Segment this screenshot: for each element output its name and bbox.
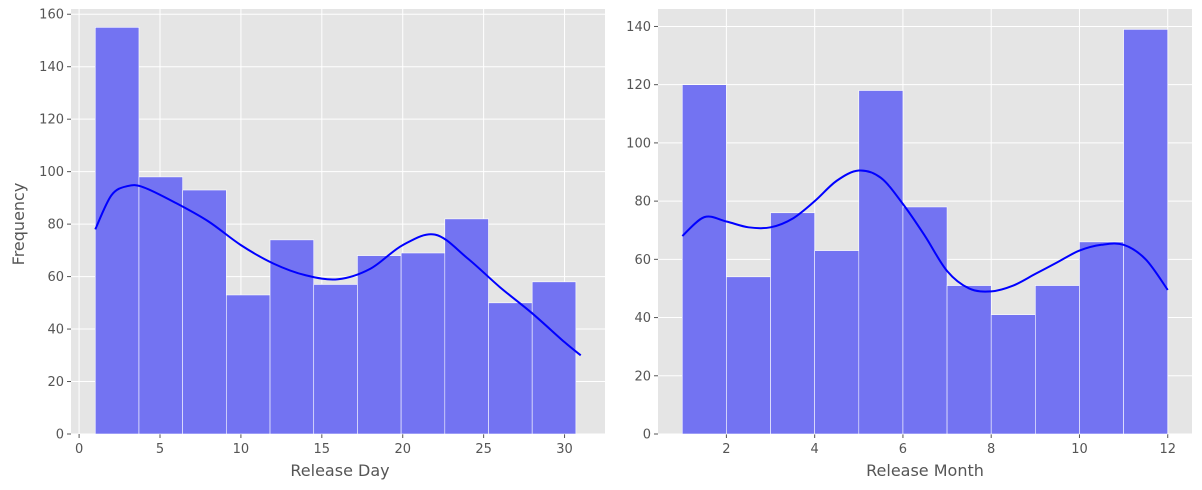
release-day-histogram-bar xyxy=(488,302,533,435)
release-month-plot-layer: 0 20 40 60 80 100 120 140 2 4 6 8 10 12 xyxy=(626,9,1192,457)
release-month-y-tick-label: 140 xyxy=(626,20,651,35)
release-day-plot-layer: 0 20 40 60 80 100 120 140 160 0 5 10 15 20 25 30 xyxy=(39,8,605,457)
release-day-x-tick-label: 10 xyxy=(233,442,250,457)
release-day-y-tick-label: 100 xyxy=(39,165,64,180)
release-day-histogram-bar xyxy=(269,239,315,435)
release-day-histogram-bar xyxy=(94,27,140,435)
release-month-y-tick-label: 120 xyxy=(626,78,651,93)
release-day-histogram-bar xyxy=(313,284,358,435)
frequency-y-axis-label: Frequency xyxy=(9,183,28,266)
release-day-x-axis-label: Release Day xyxy=(290,461,389,480)
release-month-histogram-bar xyxy=(946,285,992,435)
release-month-y-tick-label: 60 xyxy=(634,253,651,268)
release-day-y-tick-label: 120 xyxy=(39,113,64,128)
release-month-histogram-bar xyxy=(1035,285,1080,435)
release-month-histogram-bar xyxy=(1079,241,1124,435)
release-day-kde-line xyxy=(94,184,582,357)
release-day-y-tick-label: 20 xyxy=(47,375,64,390)
release-day-y-tick-label: 140 xyxy=(39,60,64,75)
release-month-x-tick-label: 4 xyxy=(811,442,819,457)
release-month-histogram: 0 20 40 60 80 100 120 140 2 4 6 8 10 12 Release Month xyxy=(626,9,1192,480)
release-month-y-tick-label: 80 xyxy=(634,195,651,210)
release-month-histogram-bar xyxy=(990,314,1036,435)
release-day-y-tick-label: 60 xyxy=(47,270,64,285)
release-month-kde-line xyxy=(681,169,1169,293)
release-day-x-tick-label: 5 xyxy=(156,442,164,457)
release-day-histogram-bar xyxy=(531,281,577,435)
release-day-histogram-bar xyxy=(182,189,227,435)
release-day-y-tick-label: 80 xyxy=(47,218,64,233)
release-month-x-tick-label: 2 xyxy=(722,442,730,457)
release-month-histogram-bar xyxy=(681,84,727,435)
release-day-histogram-bar xyxy=(357,255,402,435)
release-day-histogram-bar xyxy=(444,218,489,435)
release-month-y-tick-label: 20 xyxy=(634,369,651,384)
release-month-histogram-bar xyxy=(770,212,815,435)
release-month-histogram-bar xyxy=(902,206,948,435)
release-day-histogram-bar xyxy=(226,294,271,435)
release-day-x-tick-label: 20 xyxy=(394,442,411,457)
release-day-x-tick-label: 0 xyxy=(75,442,83,457)
release-day-y-tick-label: 0 xyxy=(56,428,64,443)
release-month-histogram-bar xyxy=(726,276,771,435)
release-day-histogram-bar xyxy=(400,252,446,435)
release-month-y-tick-label: 40 xyxy=(634,311,651,326)
release-day-x-tick-label: 15 xyxy=(314,442,331,457)
release-month-x-tick-label: 12 xyxy=(1159,442,1176,457)
release-month-y-tick-label: 100 xyxy=(626,136,651,151)
release-day-y-tick-label: 40 xyxy=(47,323,64,338)
release-month-x-axis-label: Release Month xyxy=(866,461,984,480)
release-day-histogram: 0 20 40 60 80 100 120 140 160 0 5 10 15 20 25 30 Release… xyxy=(9,8,605,480)
release-day-y-tick-label: 160 xyxy=(39,8,64,23)
release-month-x-tick-label: 10 xyxy=(1071,442,1088,457)
release-day-x-tick-label: 30 xyxy=(556,442,573,457)
release-month-histogram-bar xyxy=(858,90,904,435)
release-month-histogram-bar xyxy=(814,250,860,435)
release-month-y-tick-label: 0 xyxy=(643,428,651,443)
release-day-x-tick-label: 25 xyxy=(475,442,492,457)
release-day-histogram-bar xyxy=(138,176,183,435)
release-month-x-tick-label: 8 xyxy=(987,442,995,457)
release-month-histogram-bar xyxy=(1123,29,1169,435)
release-month-x-tick-label: 6 xyxy=(899,442,907,457)
